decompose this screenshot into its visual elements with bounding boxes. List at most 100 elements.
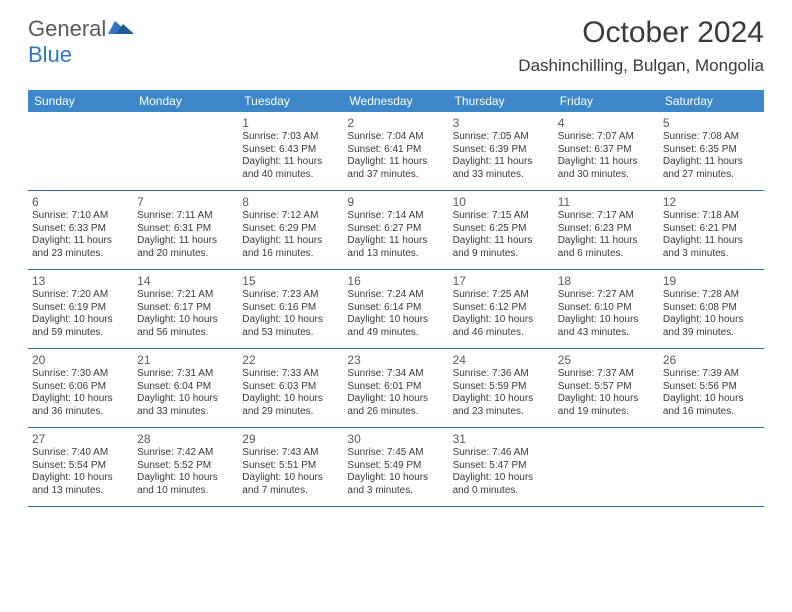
day-number: 9 <box>347 195 444 209</box>
day-cell: 2Sunrise: 7:04 AMSunset: 6:41 PMDaylight… <box>343 112 448 190</box>
day-header-sunday: Sunday <box>28 90 133 112</box>
day-number: 19 <box>663 274 760 288</box>
sunrise-text: Sunrise: 7:15 AM <box>453 210 550 223</box>
sunset-text: Sunset: 6:41 PM <box>347 144 444 157</box>
daylight-text: Daylight: 11 hours and 3 minutes. <box>663 235 760 260</box>
day-number: 20 <box>32 353 129 367</box>
day-number: 6 <box>32 195 129 209</box>
day-number: 18 <box>558 274 655 288</box>
day-number: 29 <box>242 432 339 446</box>
calendar: Sunday Monday Tuesday Wednesday Thursday… <box>28 90 764 507</box>
sunrise-text: Sunrise: 7:08 AM <box>663 131 760 144</box>
sunset-text: Sunset: 6:04 PM <box>137 381 234 394</box>
day-number: 17 <box>453 274 550 288</box>
day-cell: 31Sunrise: 7:46 AMSunset: 5:47 PMDayligh… <box>449 428 554 506</box>
day-details: Sunrise: 7:20 AMSunset: 6:19 PMDaylight:… <box>32 289 129 339</box>
daylight-text: Daylight: 11 hours and 37 minutes. <box>347 156 444 181</box>
daylight-text: Daylight: 10 hours and 43 minutes. <box>558 314 655 339</box>
sunrise-text: Sunrise: 7:30 AM <box>32 368 129 381</box>
day-details: Sunrise: 7:18 AMSunset: 6:21 PMDaylight:… <box>663 210 760 260</box>
day-details: Sunrise: 7:15 AMSunset: 6:25 PMDaylight:… <box>453 210 550 260</box>
location: Dashinchilling, Bulgan, Mongolia <box>518 56 764 76</box>
sunset-text: Sunset: 6:31 PM <box>137 223 234 236</box>
day-details: Sunrise: 7:10 AMSunset: 6:33 PMDaylight:… <box>32 210 129 260</box>
sunrise-text: Sunrise: 7:39 AM <box>663 368 760 381</box>
day-details: Sunrise: 7:37 AMSunset: 5:57 PMDaylight:… <box>558 368 655 418</box>
sunset-text: Sunset: 5:51 PM <box>242 460 339 473</box>
day-cell: 21Sunrise: 7:31 AMSunset: 6:04 PMDayligh… <box>133 349 238 427</box>
day-number: 10 <box>453 195 550 209</box>
sunrise-text: Sunrise: 7:28 AM <box>663 289 760 302</box>
day-details: Sunrise: 7:43 AMSunset: 5:51 PMDaylight:… <box>242 447 339 497</box>
sunset-text: Sunset: 6:16 PM <box>242 302 339 315</box>
daylight-text: Daylight: 10 hours and 23 minutes. <box>453 393 550 418</box>
day-details: Sunrise: 7:25 AMSunset: 6:12 PMDaylight:… <box>453 289 550 339</box>
logo: General <box>28 16 134 42</box>
day-details: Sunrise: 7:28 AMSunset: 6:08 PMDaylight:… <box>663 289 760 339</box>
sunset-text: Sunset: 6:12 PM <box>453 302 550 315</box>
sunset-text: Sunset: 6:29 PM <box>242 223 339 236</box>
sunset-text: Sunset: 6:23 PM <box>558 223 655 236</box>
sunset-text: Sunset: 6:37 PM <box>558 144 655 157</box>
sunset-text: Sunset: 5:49 PM <box>347 460 444 473</box>
day-details: Sunrise: 7:24 AMSunset: 6:14 PMDaylight:… <box>347 289 444 339</box>
sunset-text: Sunset: 6:39 PM <box>453 144 550 157</box>
day-number: 22 <box>242 353 339 367</box>
day-details: Sunrise: 7:17 AMSunset: 6:23 PMDaylight:… <box>558 210 655 260</box>
sunrise-text: Sunrise: 7:14 AM <box>347 210 444 223</box>
day-number: 27 <box>32 432 129 446</box>
sunset-text: Sunset: 6:19 PM <box>32 302 129 315</box>
day-cell: 30Sunrise: 7:45 AMSunset: 5:49 PMDayligh… <box>343 428 448 506</box>
day-cell: 7Sunrise: 7:11 AMSunset: 6:31 PMDaylight… <box>133 191 238 269</box>
sunrise-text: Sunrise: 7:45 AM <box>347 447 444 460</box>
day-cell: 22Sunrise: 7:33 AMSunset: 6:03 PMDayligh… <box>238 349 343 427</box>
sunset-text: Sunset: 5:59 PM <box>453 381 550 394</box>
logo-flag-icon <box>108 16 134 42</box>
sunrise-text: Sunrise: 7:10 AM <box>32 210 129 223</box>
day-cell: 19Sunrise: 7:28 AMSunset: 6:08 PMDayligh… <box>659 270 764 348</box>
daylight-text: Daylight: 11 hours and 16 minutes. <box>242 235 339 260</box>
week-row: 6Sunrise: 7:10 AMSunset: 6:33 PMDaylight… <box>28 191 764 270</box>
month-title: October 2024 <box>518 16 764 50</box>
week-row: 27Sunrise: 7:40 AMSunset: 5:54 PMDayligh… <box>28 428 764 507</box>
sunrise-text: Sunrise: 7:11 AM <box>137 210 234 223</box>
daylight-text: Daylight: 10 hours and 46 minutes. <box>453 314 550 339</box>
sunrise-text: Sunrise: 7:21 AM <box>137 289 234 302</box>
day-details: Sunrise: 7:04 AMSunset: 6:41 PMDaylight:… <box>347 131 444 181</box>
sunset-text: Sunset: 5:54 PM <box>32 460 129 473</box>
day-number: 1 <box>242 116 339 130</box>
week-row: 13Sunrise: 7:20 AMSunset: 6:19 PMDayligh… <box>28 270 764 349</box>
day-details: Sunrise: 7:12 AMSunset: 6:29 PMDaylight:… <box>242 210 339 260</box>
day-cell: 11Sunrise: 7:17 AMSunset: 6:23 PMDayligh… <box>554 191 659 269</box>
daylight-text: Daylight: 10 hours and 56 minutes. <box>137 314 234 339</box>
day-details: Sunrise: 7:27 AMSunset: 6:10 PMDaylight:… <box>558 289 655 339</box>
day-cell: 18Sunrise: 7:27 AMSunset: 6:10 PMDayligh… <box>554 270 659 348</box>
daylight-text: Daylight: 10 hours and 53 minutes. <box>242 314 339 339</box>
day-cell: 13Sunrise: 7:20 AMSunset: 6:19 PMDayligh… <box>28 270 133 348</box>
day-details: Sunrise: 7:05 AMSunset: 6:39 PMDaylight:… <box>453 131 550 181</box>
day-details: Sunrise: 7:30 AMSunset: 6:06 PMDaylight:… <box>32 368 129 418</box>
sunrise-text: Sunrise: 7:24 AM <box>347 289 444 302</box>
day-header-wednesday: Wednesday <box>343 90 448 112</box>
daylight-text: Daylight: 10 hours and 7 minutes. <box>242 472 339 497</box>
sunrise-text: Sunrise: 7:31 AM <box>137 368 234 381</box>
sunset-text: Sunset: 6:27 PM <box>347 223 444 236</box>
day-details: Sunrise: 7:34 AMSunset: 6:01 PMDaylight:… <box>347 368 444 418</box>
daylight-text: Daylight: 11 hours and 20 minutes. <box>137 235 234 260</box>
daylight-text: Daylight: 10 hours and 39 minutes. <box>663 314 760 339</box>
day-number: 5 <box>663 116 760 130</box>
sunrise-text: Sunrise: 7:36 AM <box>453 368 550 381</box>
daylight-text: Daylight: 10 hours and 36 minutes. <box>32 393 129 418</box>
sunset-text: Sunset: 6:08 PM <box>663 302 760 315</box>
daylight-text: Daylight: 10 hours and 19 minutes. <box>558 393 655 418</box>
day-details: Sunrise: 7:23 AMSunset: 6:16 PMDaylight:… <box>242 289 339 339</box>
daylight-text: Daylight: 11 hours and 6 minutes. <box>558 235 655 260</box>
day-number: 7 <box>137 195 234 209</box>
day-number: 26 <box>663 353 760 367</box>
day-cell: 3Sunrise: 7:05 AMSunset: 6:39 PMDaylight… <box>449 112 554 190</box>
day-cell: 5Sunrise: 7:08 AMSunset: 6:35 PMDaylight… <box>659 112 764 190</box>
day-number: 15 <box>242 274 339 288</box>
sunrise-text: Sunrise: 7:05 AM <box>453 131 550 144</box>
day-details: Sunrise: 7:11 AMSunset: 6:31 PMDaylight:… <box>137 210 234 260</box>
day-cell: 29Sunrise: 7:43 AMSunset: 5:51 PMDayligh… <box>238 428 343 506</box>
